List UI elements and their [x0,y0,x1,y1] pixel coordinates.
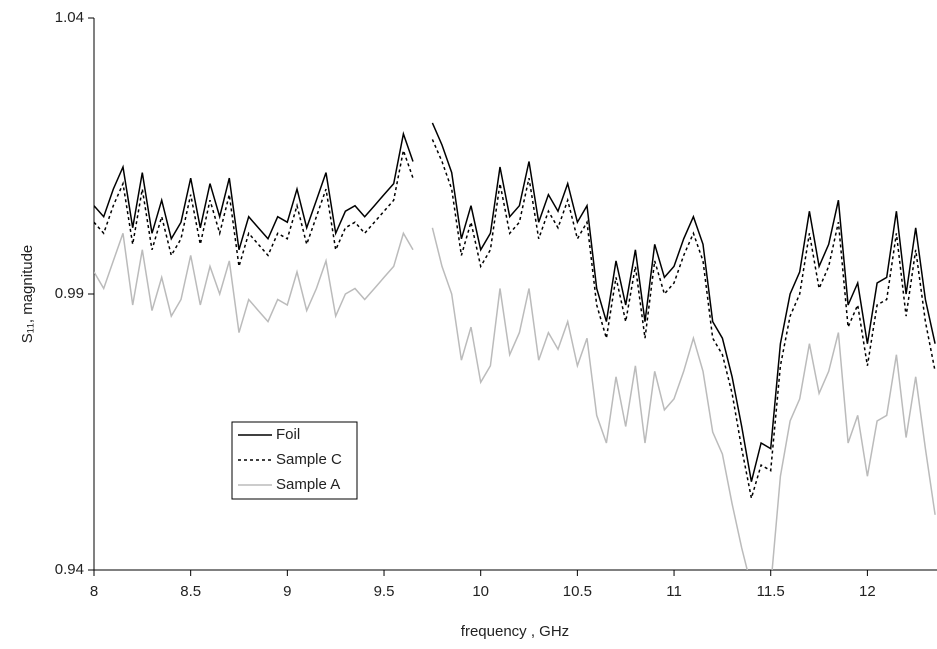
y-tick-label: 0.99 [55,285,84,302]
x-tick-label: 10.5 [563,583,592,600]
x-tick-label: 8.5 [180,583,201,600]
x-tick-label: 10 [472,583,489,600]
x-tick-label: 11.5 [757,583,785,600]
series-line [94,139,936,499]
legend-label: Sample C [276,451,342,468]
y-tick-label: 1.04 [55,9,84,26]
legend-label: Sample A [276,476,340,493]
x-tick-label: 9 [283,583,291,600]
y-tick-label: 0.94 [55,561,84,578]
x-tick-label: 12 [859,583,876,600]
legend-label: Foil [276,426,300,443]
series-line [94,227,936,570]
x-axis-label: frequency , GHz [461,623,569,640]
x-tick-label: 8 [90,583,98,600]
x-tick-label: 11 [666,583,682,600]
x-tick-label: 9.5 [374,583,395,600]
series-line [94,122,936,482]
plot-area [94,122,936,570]
y-axis-label: S₁₁, magnitude [19,245,36,344]
